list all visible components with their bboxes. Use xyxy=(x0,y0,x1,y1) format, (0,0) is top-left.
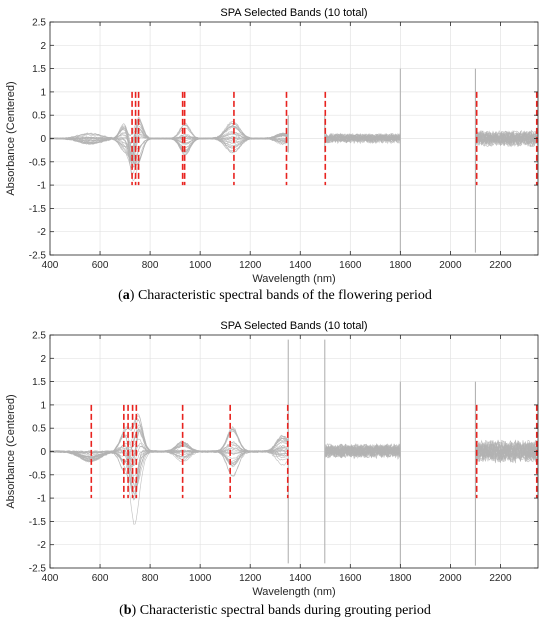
y-tick-label: 2.5 xyxy=(32,18,46,29)
x-axis-label: Wavelength (nm) xyxy=(252,586,335,598)
chart-title: SPA Selected Bands (10 total) xyxy=(220,320,367,332)
x-tick-label: 2000 xyxy=(439,260,462,271)
caption-b: (b) Characteristic spectral bands during… xyxy=(119,603,431,618)
y-tick-label: -1.5 xyxy=(29,517,47,528)
spectra-chart-b: 400 600 800 1000 1200 1400 1600 1800 2000 2200 -2.… xyxy=(5,320,539,598)
x-tick-label: 600 xyxy=(92,260,109,271)
x-tick-label: 1800 xyxy=(389,260,412,271)
x-tick-label: 1200 xyxy=(239,573,262,584)
caption-a-label: a xyxy=(122,288,130,303)
x-tick-label: 2200 xyxy=(489,573,512,584)
chart-title: SPA Selected Bands (10 total) xyxy=(220,7,367,19)
x-tick-label: 1000 xyxy=(189,573,212,584)
x-tick-label: 1600 xyxy=(339,573,362,584)
y-axis-label: Absorbance (Centered) xyxy=(5,394,17,508)
spectrum-line xyxy=(49,134,539,166)
y-tick-label: -2.5 xyxy=(29,564,47,575)
y-tick-label: -1 xyxy=(37,181,46,192)
x-tick-label: 1800 xyxy=(389,573,412,584)
x-tick-label: 800 xyxy=(142,573,159,584)
y-tick-label: 2.5 xyxy=(32,331,46,342)
caption-b-text: Characteristic spectral bands during gro… xyxy=(139,603,431,618)
y-tick-label: -1 xyxy=(37,494,46,505)
x-tick-label: 400 xyxy=(42,573,59,584)
spectra-series xyxy=(49,339,539,566)
y-tick-label: -2 xyxy=(37,540,46,551)
y-tick-label: 0.5 xyxy=(32,111,46,122)
y-tick-label: -2 xyxy=(37,227,46,238)
y-tick-label: 1 xyxy=(40,400,46,411)
x-tick-label: 400 xyxy=(42,260,59,271)
y-tick-label: -2.5 xyxy=(29,251,47,262)
y-tick-label: 2 xyxy=(40,41,46,52)
y-tick-label: 0.5 xyxy=(32,424,46,435)
y-tick-label: 1 xyxy=(40,87,46,98)
y-tick-label: -0.5 xyxy=(29,470,47,481)
y-tick-label: 1.5 xyxy=(32,64,46,75)
y-axis-label: Absorbance (Centered) xyxy=(5,81,17,195)
y-tick-label: -1.5 xyxy=(29,204,47,215)
x-tick-label: 1000 xyxy=(189,260,212,271)
x-tick-label: 1200 xyxy=(239,260,262,271)
caption-a: (a) Characteristic spectral bands of the… xyxy=(118,288,432,303)
x-tick-label: 2200 xyxy=(489,260,512,271)
x-tick-label: 1400 xyxy=(289,573,312,584)
chart-panel-b: 400 600 800 1000 1200 1400 1600 1800 2000 2200 -2.… xyxy=(0,313,550,598)
x-tick-label: 600 xyxy=(92,573,109,584)
chart-panel-a: 400 600 800 1000 1200 1400 1600 1800 2000 2200 -2.… xyxy=(0,0,550,285)
x-tick-label: 2000 xyxy=(439,573,462,584)
y-tick-label: -0.5 xyxy=(29,157,47,168)
y-tick-label: 2 xyxy=(40,354,46,365)
caption-b-label: b xyxy=(123,603,132,618)
x-tick-label: 1600 xyxy=(339,260,362,271)
y-tick-label: 0 xyxy=(40,134,46,145)
y-tick-label: 0 xyxy=(40,447,46,458)
x-axis-label: Wavelength (nm) xyxy=(252,273,335,285)
x-tick-label: 800 xyxy=(142,260,159,271)
caption-a-text: Characteristic spectral bands of the flo… xyxy=(137,288,432,303)
spectra-chart-a: 400 600 800 1000 1200 1400 1600 1800 2000 2200 -2.… xyxy=(5,7,539,285)
x-tick-label: 1400 xyxy=(289,260,312,271)
spectrum-line xyxy=(49,415,539,459)
y-tick-label: 1.5 xyxy=(32,377,46,388)
